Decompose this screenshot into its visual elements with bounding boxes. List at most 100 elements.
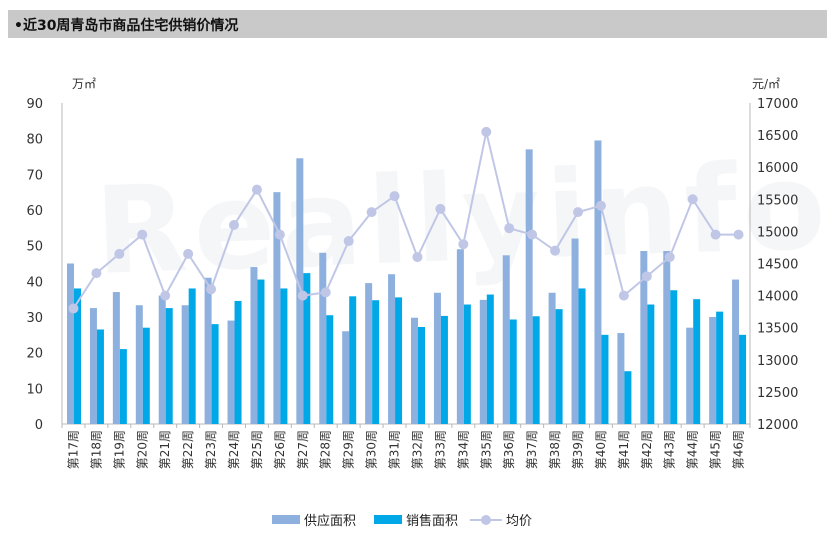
sales-bar [440, 315, 448, 424]
x-tick-label: 第19周 [112, 430, 126, 469]
price-line [72, 131, 739, 309]
price-point [389, 191, 400, 202]
x-tick-label: 第17周 [66, 430, 80, 469]
left-tick-label: 90 [26, 97, 43, 112]
price-point [458, 239, 469, 250]
right-tick-label: 14500 [757, 258, 798, 273]
price-point [160, 290, 171, 301]
price-point [618, 290, 629, 301]
supply-bar [640, 251, 648, 424]
x-tick-label: 第27周 [296, 430, 310, 469]
left-tick-label: 70 [26, 168, 43, 183]
x-tick-label: 第41周 [617, 430, 631, 469]
x-tick-label: 第24周 [227, 430, 241, 469]
x-tick-label: 第25周 [250, 430, 264, 469]
x-tick-label: 第39周 [571, 430, 585, 469]
supply-bar [525, 149, 533, 424]
x-tick-label: 第28周 [319, 430, 333, 469]
price-point [573, 207, 583, 218]
legend-price-label: 均价 [506, 514, 533, 529]
left-tick-label: 10 [26, 382, 43, 397]
left-tick-label: 80 [26, 133, 43, 148]
supply-bar [296, 158, 304, 425]
price-point [137, 229, 148, 240]
x-tick-label: 第22周 [181, 430, 195, 469]
legend-supply-swatch [272, 515, 300, 524]
supply-bar [732, 279, 740, 424]
x-tick-label: 第45周 [709, 430, 723, 469]
supply-bar [411, 317, 418, 424]
x-tick-label: 第38周 [548, 430, 562, 469]
price-point [206, 284, 217, 295]
x-tick-label: 第23周 [204, 430, 218, 469]
right-tick-label: 17000 [757, 97, 798, 112]
right-tick-label: 16500 [757, 129, 798, 144]
supply-bar [456, 249, 464, 424]
sales-bar [716, 311, 724, 424]
x-tick-label: 第44周 [686, 430, 700, 469]
chart-title: •近30周青岛市商品住宅供销价情况 [14, 18, 239, 34]
sales-bar [211, 324, 219, 424]
supply-bar [663, 251, 671, 424]
sales-bar [188, 288, 196, 424]
price-point [550, 245, 561, 256]
x-tick-label: 第20周 [135, 430, 149, 469]
sales-bar [670, 290, 678, 424]
supply-bar [479, 299, 487, 424]
legend-sales: 销售面积 [374, 510, 458, 529]
x-tick-label: 第37周 [525, 430, 539, 469]
right-tick-label: 16000 [757, 161, 798, 176]
x-tick-label: 第31周 [388, 430, 402, 469]
supply-bar [433, 292, 441, 424]
sales-bar [739, 334, 747, 424]
x-tick-label: 第18周 [89, 430, 103, 469]
sales-bar [349, 296, 357, 424]
sales-bar [303, 273, 311, 424]
x-tick-label: 第42周 [640, 430, 654, 469]
right-tick-label: 13500 [757, 322, 798, 337]
supply-bar [502, 255, 510, 424]
x-tick-label: 第26周 [273, 430, 287, 469]
x-tick-label: 第30周 [365, 430, 379, 469]
supply-bar [548, 292, 556, 424]
price-point [595, 200, 606, 211]
supply-bar [135, 305, 143, 424]
sales-bar [486, 294, 494, 424]
price-point [481, 126, 492, 137]
sales-bar [555, 309, 563, 424]
legend-price-swatch [470, 513, 502, 527]
sales-bar [96, 329, 104, 424]
right-tick-label: 15000 [757, 225, 798, 240]
supply-bar [686, 327, 694, 424]
supply-bar [594, 140, 602, 424]
sales-bar [509, 319, 517, 424]
chart-legend: 供应面积 销售面积 均价 [0, 510, 835, 534]
price-point [366, 207, 377, 218]
sales-bar [578, 288, 586, 424]
supply-bar [227, 320, 235, 424]
x-tick-label: 第35周 [479, 430, 493, 469]
sales-bar [601, 334, 609, 424]
right-axis-unit: 元/㎡ [752, 77, 780, 91]
x-tick-label: 第34周 [456, 430, 470, 469]
supply-bar [67, 263, 74, 424]
price-point [435, 203, 446, 214]
supply-bar [617, 333, 625, 424]
left-tick-label: 0 [35, 418, 43, 433]
chart-title-bar: •近30周青岛市商品住宅供销价情况 [8, 10, 827, 38]
legend-supply: 供应面积 [272, 510, 356, 529]
supply-bar [250, 267, 258, 424]
price-point [320, 287, 331, 298]
sales-bar [74, 288, 81, 424]
price-point [68, 303, 79, 314]
sales-bar [463, 304, 471, 424]
sales-bar [257, 279, 265, 424]
left-tick-label: 50 [26, 240, 43, 255]
sales-bar [372, 300, 380, 424]
price-point [297, 290, 308, 301]
supply-bar [158, 295, 166, 424]
x-tick-label: 第33周 [433, 430, 447, 469]
legend-supply-label: 供应面积 [304, 514, 357, 529]
right-tick-label: 12500 [757, 386, 798, 401]
price-point [251, 184, 262, 195]
